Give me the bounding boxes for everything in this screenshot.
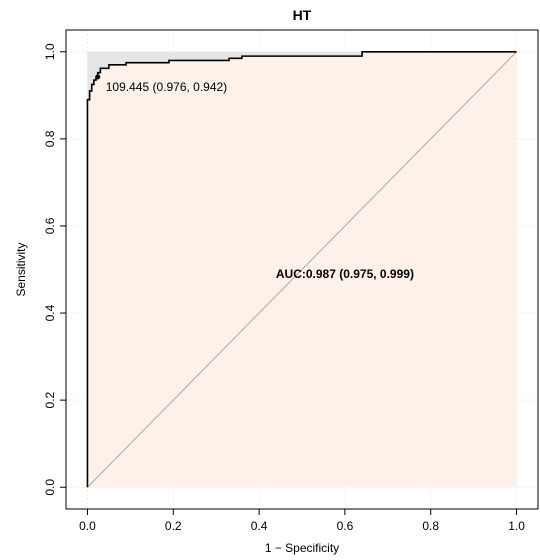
chart-title: HT — [293, 7, 312, 23]
y-axis: 0.0 0.2 0.4 0.6 0.8 1.0 — [43, 43, 66, 496]
x-tick-label: 0.6 — [337, 519, 354, 533]
y-tick-label: 0.2 — [43, 391, 57, 408]
x-tick-label: 0.4 — [251, 519, 268, 533]
plot-frame — [65, 29, 539, 510]
x-tick-label: 0.0 — [79, 519, 96, 533]
x-tick-label: 1.0 — [508, 519, 525, 533]
x-tick-label: 0.8 — [422, 519, 439, 533]
y-tick-label: 0.0 — [43, 479, 57, 496]
y-tick-label: 1.0 — [43, 43, 57, 60]
auc-label: AUC:0.987 (0.975, 0.999) — [276, 267, 414, 281]
threshold-label: 109.445 (0.976, 0.942) — [106, 80, 227, 94]
diagonal-reference-line — [87, 51, 517, 488]
roc-curve — [86, 50, 517, 488]
y-tick-label: 0.6 — [43, 217, 57, 234]
y-axis-title: Sensitivity — [14, 242, 28, 296]
x-axis: 0.0 0.2 0.4 0.6 0.8 1.0 — [79, 509, 525, 533]
threshold-point — [95, 74, 101, 80]
y-tick-label: 0.4 — [43, 304, 57, 321]
y-tick-label: 0.8 — [43, 130, 57, 147]
x-axis-title: 1 − Specificity — [265, 541, 339, 555]
x-tick-label: 0.2 — [165, 519, 182, 533]
